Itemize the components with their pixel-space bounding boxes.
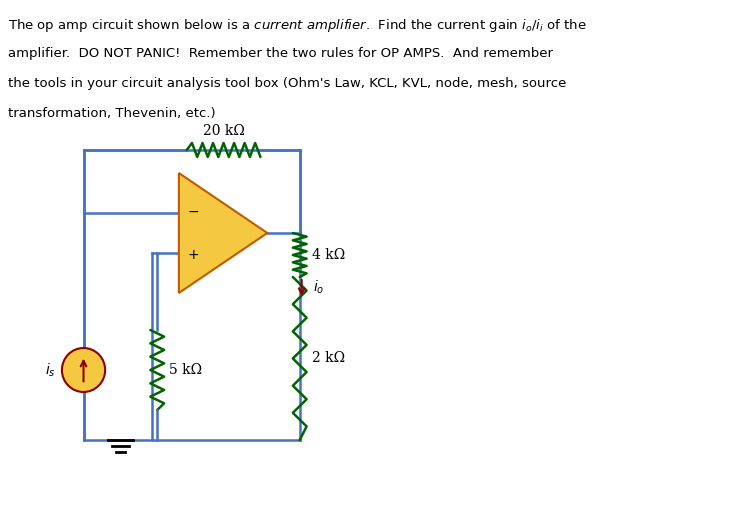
Text: the tools in your circuit analysis tool box (Ohm's Law, KCL, KVL, node, mesh, so: the tools in your circuit analysis tool … [8,77,566,90]
Text: transformation, Thevenin, etc.): transformation, Thevenin, etc.) [8,107,215,120]
Text: amplifier.  DO NOT PANIC!  Remember the two rules for OP AMPS.  And remember: amplifier. DO NOT PANIC! Remember the tw… [8,47,553,60]
Text: $i_s$: $i_s$ [45,362,56,379]
Circle shape [62,348,105,392]
Text: 2 kΩ: 2 kΩ [311,352,345,366]
Text: The op amp circuit shown below is a $\it{current\ amplifier}$.  Find the current: The op amp circuit shown below is a $\it… [8,17,587,34]
Text: 20 kΩ: 20 kΩ [203,124,244,138]
Polygon shape [179,173,267,293]
Text: 5 kΩ: 5 kΩ [169,363,202,377]
Text: $+$: $+$ [187,248,199,262]
Text: $i_o$: $i_o$ [314,278,325,296]
Text: 4 kΩ: 4 kΩ [311,248,345,262]
Text: $-$: $-$ [187,204,199,218]
